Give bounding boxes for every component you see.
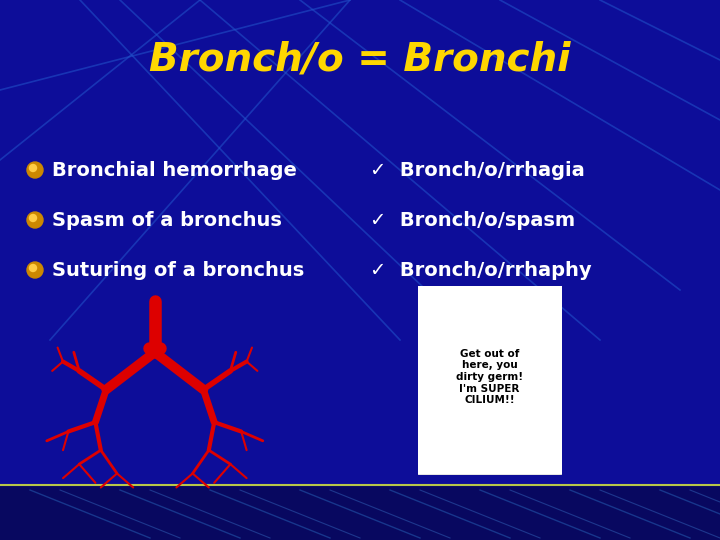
Text: Suturing of a bronchus: Suturing of a bronchus: [52, 260, 305, 280]
Circle shape: [27, 212, 43, 228]
Bar: [0, 485, 720, 540]
Text: ✓  Bronch/o/rrhaphy: ✓ Bronch/o/rrhaphy: [370, 260, 592, 280]
Text: Bronch/o = Bronchi: Bronch/o = Bronchi: [149, 41, 571, 79]
Circle shape: [30, 214, 37, 221]
Circle shape: [30, 265, 37, 272]
Text: ✓  Bronch/o/rrhagia: ✓ Bronch/o/rrhagia: [370, 160, 585, 179]
Text: Get out of
here, you
dirty germ!
I'm SUPER
CILIUM!!: Get out of here, you dirty germ! I'm SUP…: [456, 349, 523, 405]
Text: Bronchial hemorrhage: Bronchial hemorrhage: [52, 160, 297, 179]
Text: ✓  Bronch/o/spasm: ✓ Bronch/o/spasm: [370, 211, 575, 229]
FancyBboxPatch shape: [409, 279, 570, 475]
Circle shape: [27, 262, 43, 278]
Circle shape: [30, 165, 37, 172]
Text: Spasm of a bronchus: Spasm of a bronchus: [52, 211, 282, 229]
Circle shape: [27, 162, 43, 178]
